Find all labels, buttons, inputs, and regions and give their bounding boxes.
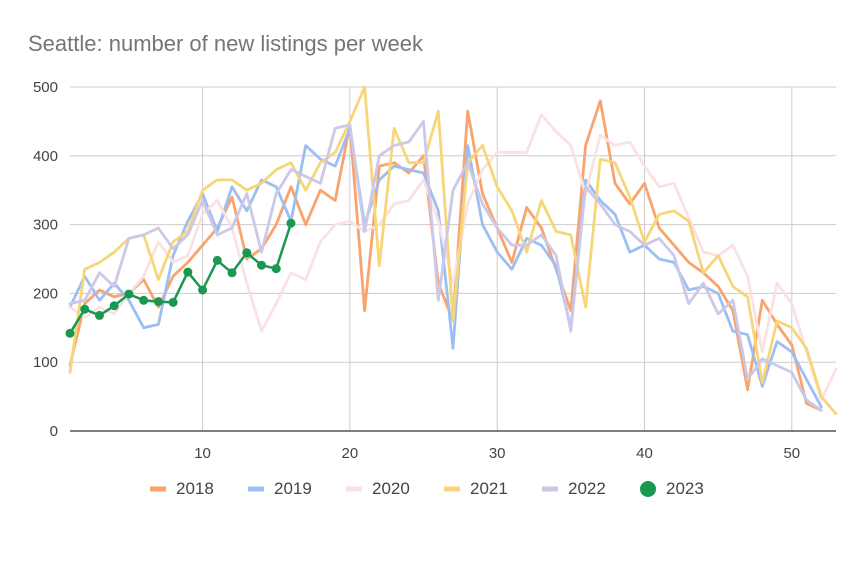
series-line-2020 bbox=[68, 113, 838, 402]
x-tick-label: 20 bbox=[342, 445, 359, 462]
data-point-2023 bbox=[227, 268, 237, 278]
data-point-2023 bbox=[109, 301, 119, 311]
legend-label: 2023 bbox=[666, 479, 704, 498]
x-tick-label: 50 bbox=[783, 445, 800, 462]
y-tick-label: 100 bbox=[33, 354, 58, 371]
x-tick-label: 30 bbox=[489, 445, 506, 462]
y-tick-label: 200 bbox=[33, 285, 58, 302]
data-point-2023 bbox=[198, 285, 208, 295]
series-line-2023 bbox=[68, 221, 293, 335]
y-tick-label: 500 bbox=[33, 79, 58, 96]
data-point-2023 bbox=[80, 304, 90, 314]
data-point-2023 bbox=[124, 289, 134, 299]
series-lines bbox=[65, 85, 838, 416]
legend-item-2020[interactable]: 2020 bbox=[346, 479, 410, 498]
data-point-2023 bbox=[183, 267, 193, 277]
legend-marker bbox=[640, 481, 656, 497]
legend-label: 2018 bbox=[176, 479, 214, 498]
x-tick-label: 10 bbox=[194, 445, 211, 462]
legend-item-2019[interactable]: 2019 bbox=[248, 479, 312, 498]
data-point-2023 bbox=[212, 255, 222, 265]
data-point-2023 bbox=[94, 310, 104, 320]
data-point-2023 bbox=[168, 297, 178, 307]
legend-label: 2019 bbox=[274, 479, 312, 498]
legend[interactable]: 2018 2019 2020 2021 2022 2023 bbox=[150, 479, 704, 498]
legend-label: 2022 bbox=[568, 479, 606, 498]
x-tick-label: 40 bbox=[636, 445, 653, 462]
data-point-2023 bbox=[65, 328, 75, 338]
data-point-2023 bbox=[153, 297, 163, 307]
y-tick-label: 0 bbox=[50, 423, 58, 440]
legend-item-2018[interactable]: 2018 bbox=[150, 479, 214, 498]
data-point-2023 bbox=[257, 260, 266, 270]
data-point-2023 bbox=[242, 248, 252, 258]
series-line-2018 bbox=[68, 99, 823, 412]
chart-title: Seattle: number of new listings per week bbox=[28, 31, 424, 56]
y-tick-label: 400 bbox=[33, 148, 58, 165]
legend-item-2023[interactable]: 2023 bbox=[640, 479, 704, 498]
data-point-2023 bbox=[139, 295, 149, 305]
series-line-2022 bbox=[68, 120, 823, 412]
legend-label: 2021 bbox=[470, 479, 508, 498]
series-line-2021 bbox=[68, 85, 838, 416]
data-point-2023 bbox=[286, 218, 296, 228]
data-point-2023 bbox=[271, 264, 281, 274]
legend-item-2021[interactable]: 2021 bbox=[444, 479, 508, 498]
y-tick-label: 300 bbox=[33, 217, 58, 234]
legend-label: 2020 bbox=[372, 479, 410, 498]
axes: 0 100 200 300 400 500 10 20 30 40 50 bbox=[33, 79, 836, 462]
legend-item-2022[interactable]: 2022 bbox=[542, 479, 606, 498]
